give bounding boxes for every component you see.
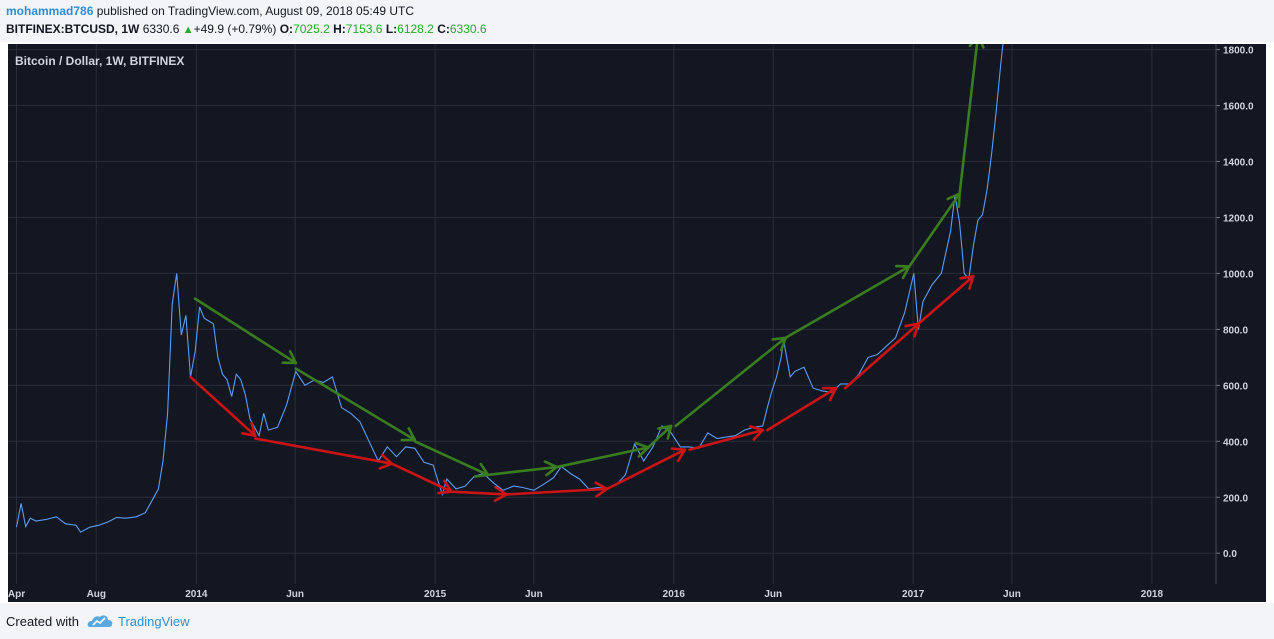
y-tick-label: 600.0 [1223, 381, 1248, 392]
symbol-info: BITFINEX:BTCUSD, 1W 6330.6 ▲+49.9 (+0.79… [6, 22, 487, 36]
x-tick-label: 2014 [185, 589, 208, 600]
x-tick-label: Jun [764, 589, 782, 600]
x-tick-label: 2015 [424, 589, 447, 600]
close-label: C: [437, 22, 450, 36]
publish-info: mohammad786 published on TradingView.com… [6, 4, 414, 18]
red-trend-arrow [605, 447, 687, 491]
red-trend-arrow [688, 425, 765, 451]
price-axis [1216, 44, 1266, 584]
open-label: O: [279, 22, 294, 36]
tradingview-logo-icon[interactable] [87, 612, 113, 630]
y-tick-label: 1800.0 [1223, 46, 1254, 57]
x-tick-label: 2016 [663, 589, 686, 600]
plot-content [15, 44, 1004, 533]
chart-title: Bitcoin / Dollar, 1W, BITFINEX [15, 54, 184, 68]
price-chart[interactable]: 0.0 200.0 400.0 600.0 800.0 1000.0 1200.0 1400.… [0, 42, 1274, 603]
y-tick-label: 1200.0 [1223, 213, 1254, 224]
green-trend-arrow [958, 44, 985, 195]
footer: Created with TradingView [0, 603, 1274, 639]
high-label: H: [333, 22, 346, 36]
green-trend-arrow [646, 424, 673, 449]
y-tick-label: 1000.0 [1223, 269, 1254, 280]
x-tick-label: Jun [525, 589, 543, 600]
red-trend-arrow [189, 375, 257, 438]
open-value: 7025.2 [293, 22, 330, 36]
low-label: L: [385, 22, 398, 36]
y-tick-label: 0.0 [1223, 549, 1237, 560]
y-tick-label: 800.0 [1223, 325, 1248, 336]
low-value: 6128.2 [397, 22, 434, 36]
x-tick-label: Aug [87, 589, 106, 600]
created-with-text: Created with [6, 614, 79, 629]
y-tick-label: 200.0 [1223, 493, 1248, 504]
x-tick-label: 2018 [1141, 589, 1164, 600]
x-tick-label: Jun [286, 589, 304, 600]
published-text: published on TradingView.com, August 09,… [96, 4, 415, 18]
plot-area [8, 44, 1216, 584]
symbol-name: BITFINEX:BTCUSD, 1W [6, 22, 140, 36]
publish-header: mohammad786 published on TradingView.com… [0, 0, 1274, 42]
high-value: 7153.6 [345, 22, 383, 36]
up-triangle-icon: ▲ [182, 24, 194, 36]
time-axis [8, 584, 1266, 602]
y-tick-label: 1600.0 [1223, 102, 1254, 113]
price-series-line [15, 44, 1004, 533]
red-trend-arrow [917, 274, 975, 326]
y-tick-label: 1400.0 [1223, 158, 1254, 169]
close-value: 6330.6 [449, 22, 487, 36]
green-trend-arrow [294, 367, 417, 442]
x-tick-label: Jun [1003, 589, 1021, 600]
x-tick-label: Apr [8, 589, 25, 600]
last-price: 6330.6 [142, 22, 180, 36]
author-link[interactable]: mohammad786 [6, 4, 94, 18]
green-trend-arrow [193, 297, 298, 365]
y-tick-label: 400.0 [1223, 437, 1248, 448]
price-change: +49.9 (+0.79%) [193, 22, 277, 36]
red-trend-arrow [766, 386, 838, 432]
tradingview-brand-link[interactable]: TradingView [118, 614, 190, 629]
x-tick-label: 2017 [902, 589, 925, 600]
